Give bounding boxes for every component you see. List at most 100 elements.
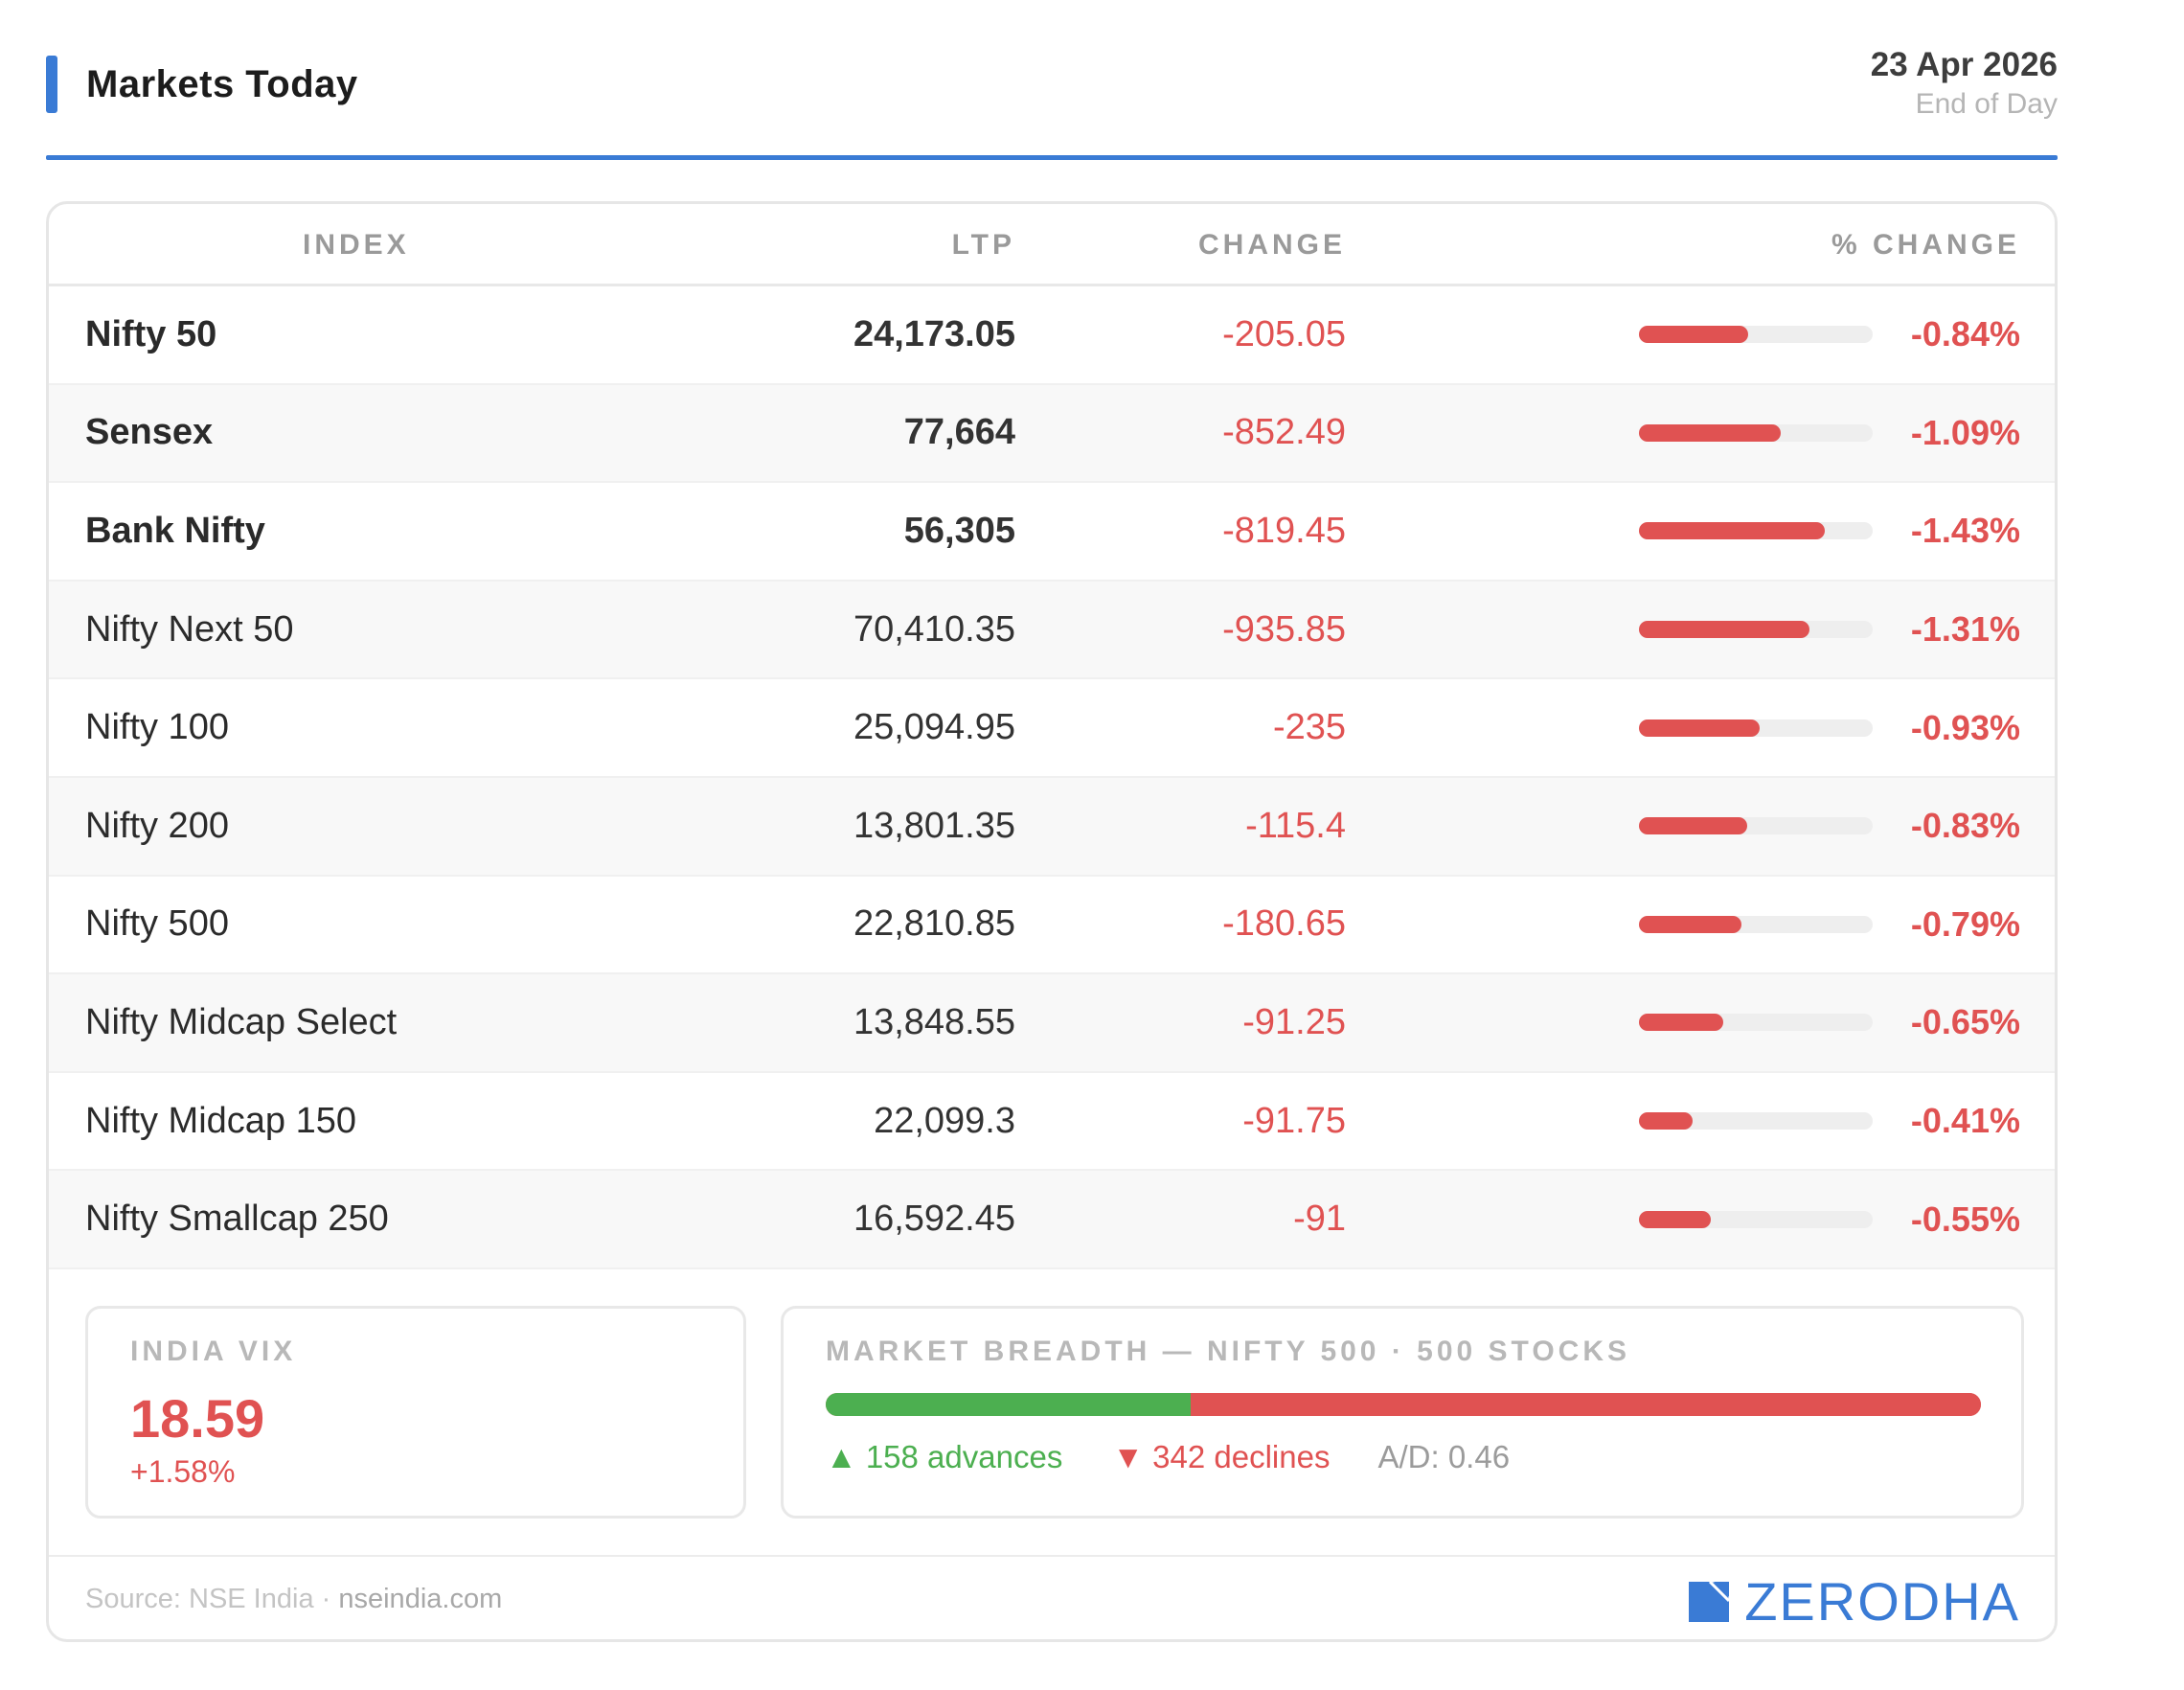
advances-count: ▲ 158 advances [826, 1439, 1063, 1474]
breadth-bar [826, 1393, 1981, 1416]
pct-bar-fill [1639, 719, 1761, 737]
index-name: Nifty Next 50 [85, 608, 294, 650]
index-ltp: 24,173.05 [853, 313, 1015, 354]
pct-change-bar [1639, 877, 1873, 973]
index-name: Nifty 500 [85, 903, 229, 945]
header-accent-bar [46, 56, 57, 113]
index-ltp: 77,664 [903, 412, 1015, 453]
table-row[interactable]: Nifty Next 50 70,410.35 -935.85 -1.31% [49, 581, 2055, 680]
page-title: Markets Today [86, 63, 358, 105]
pct-change-bar [1639, 1073, 1873, 1170]
index-name: Nifty 100 [85, 707, 229, 748]
index-pct-change: -0.79% [1910, 903, 2020, 944]
index-change: -115.4 [1245, 805, 1346, 846]
pct-bar-fill [1639, 326, 1748, 344]
pct-change-bar [1639, 385, 1873, 482]
index-name: Nifty 50 [85, 313, 217, 354]
report-subtitle: End of Day [1915, 88, 2058, 120]
index-pct-change: -0.84% [1910, 314, 2020, 354]
brand-name: ZERODHA [1744, 1571, 2020, 1632]
index-ltp: 25,094.95 [853, 707, 1015, 748]
table-row[interactable]: Nifty 500 22,810.85 -180.65 -0.79% [49, 877, 2055, 975]
pct-bar-fill [1639, 1112, 1693, 1130]
index-ltp: 56,305 [903, 510, 1015, 551]
index-pct-change: -0.83% [1910, 806, 2020, 846]
index-ltp: 16,592.45 [853, 1199, 1015, 1240]
table-row[interactable]: Sensex 77,664 -852.49 -1.09% [49, 384, 2055, 484]
vix-label: INDIA VIX [130, 1336, 297, 1367]
pct-bar-track [1639, 621, 1873, 639]
index-ltp: 22,099.3 [874, 1100, 1015, 1141]
zerodha-logo[interactable]: ZERODHA [1689, 1570, 2020, 1633]
index-change: -935.85 [1222, 608, 1346, 650]
table-row[interactable]: Nifty Smallcap 250 16,592.45 -91 -0.55% [49, 1171, 2055, 1269]
index-change: -91.75 [1242, 1100, 1346, 1141]
pct-change-bar [1639, 1171, 1873, 1268]
pct-bar-fill [1639, 423, 1781, 442]
index-change: -91.25 [1242, 1001, 1346, 1042]
vix-change: +1.58% [130, 1454, 236, 1489]
source-name: Source: NSE India [85, 1584, 314, 1614]
pct-bar-fill [1639, 621, 1809, 639]
index-pct-change: -0.65% [1910, 1002, 2020, 1042]
ad-ratio: A/D: 0.46 [1377, 1439, 1511, 1474]
index-pct-change: -0.41% [1910, 1101, 2020, 1141]
index-change: -235 [1272, 707, 1346, 748]
markets-card: INDEX LTP CHANGE % CHANGE Nifty 50 24,173… [46, 201, 2058, 1642]
breadth-label: MARKET BREADTH — NIFTY 500 · 500 STOCKS [826, 1336, 1631, 1367]
pct-bar-track [1639, 1112, 1873, 1130]
index-name: Bank Nifty [85, 510, 265, 551]
table-row[interactable]: Nifty 100 25,094.95 -235 -0.93% [49, 679, 2055, 778]
market-breadth-panel: MARKET BREADTH — NIFTY 500 · 500 STOCKS … [781, 1306, 2024, 1519]
index-pct-change: -1.43% [1910, 511, 2020, 551]
index-change: -180.65 [1222, 903, 1346, 945]
pct-change-bar [1639, 778, 1873, 875]
index-change: -205.05 [1222, 313, 1346, 354]
index-name: Nifty 200 [85, 805, 229, 846]
zerodha-logo-mark-icon [1689, 1581, 1730, 1622]
table-row[interactable]: Nifty Midcap Select 13,848.55 -91.25 -0.65% [49, 974, 2055, 1073]
source-separator: · [313, 1584, 339, 1614]
pct-bar-track [1639, 423, 1873, 442]
column-header-index[interactable]: INDEX [303, 229, 410, 261]
pct-bar-track [1639, 915, 1873, 933]
pct-bar-fill [1639, 1210, 1711, 1228]
pct-change-bar [1639, 286, 1873, 383]
table-header: INDEX LTP CHANGE % CHANGE [49, 204, 2055, 286]
pct-change-bar [1639, 483, 1873, 580]
header-divider [46, 155, 2058, 160]
column-header-pct-change[interactable]: % CHANGE [1831, 229, 2020, 261]
table-row[interactable]: Nifty 200 13,801.35 -115.4 -0.83% [49, 777, 2055, 877]
index-change: -91 [1293, 1199, 1346, 1240]
table-row[interactable]: Nifty 50 24,173.05 -205.05 -0.84% [49, 286, 2055, 385]
index-ltp: 70,410.35 [853, 608, 1015, 650]
pct-bar-track [1639, 522, 1873, 540]
india-vix-panel: INDIA VIX 18.59 +1.58% [85, 1306, 746, 1519]
index-name: Nifty Midcap Select [85, 1001, 398, 1042]
report-date: 23 Apr 2026 [1870, 46, 2058, 83]
page-header: Markets Today 23 Apr 2026 End of Day [46, 46, 2058, 161]
index-change: -852.49 [1222, 412, 1346, 453]
table-row[interactable]: Bank Nifty 56,305 -819.45 -1.43% [49, 483, 2055, 582]
index-ltp: 22,810.85 [853, 903, 1015, 945]
index-name: Nifty Midcap 150 [85, 1100, 357, 1141]
breadth-advances-segment [826, 1393, 1192, 1416]
pct-bar-track [1639, 1210, 1873, 1228]
pct-change-bar [1639, 679, 1873, 776]
column-header-ltp[interactable]: LTP [951, 229, 1015, 261]
index-pct-change: -0.55% [1910, 1199, 2020, 1239]
pct-bar-track [1639, 1014, 1873, 1032]
table-row[interactable]: Nifty Midcap 150 22,099.3 -91.75 -0.41% [49, 1073, 2055, 1172]
source-attribution: Source: NSE India · nseindia.com [85, 1584, 502, 1615]
pct-bar-fill [1639, 915, 1742, 933]
source-link[interactable]: nseindia.com [338, 1584, 503, 1614]
pct-bar-track [1639, 817, 1873, 835]
footer-divider [49, 1555, 2055, 1557]
breadth-declines-segment [1191, 1393, 1981, 1416]
vix-value: 18.59 [130, 1388, 265, 1449]
breadth-legend: ▲ 158 advances ▼ 342 declines A/D: 0.46 [826, 1439, 1510, 1475]
column-header-change[interactable]: CHANGE [1197, 229, 1346, 261]
pct-bar-fill [1639, 817, 1747, 835]
index-name: Nifty Smallcap 250 [85, 1199, 389, 1240]
index-table-body: Nifty 50 24,173.05 -205.05 -0.84% Sensex 77,6… [49, 286, 2055, 1269]
